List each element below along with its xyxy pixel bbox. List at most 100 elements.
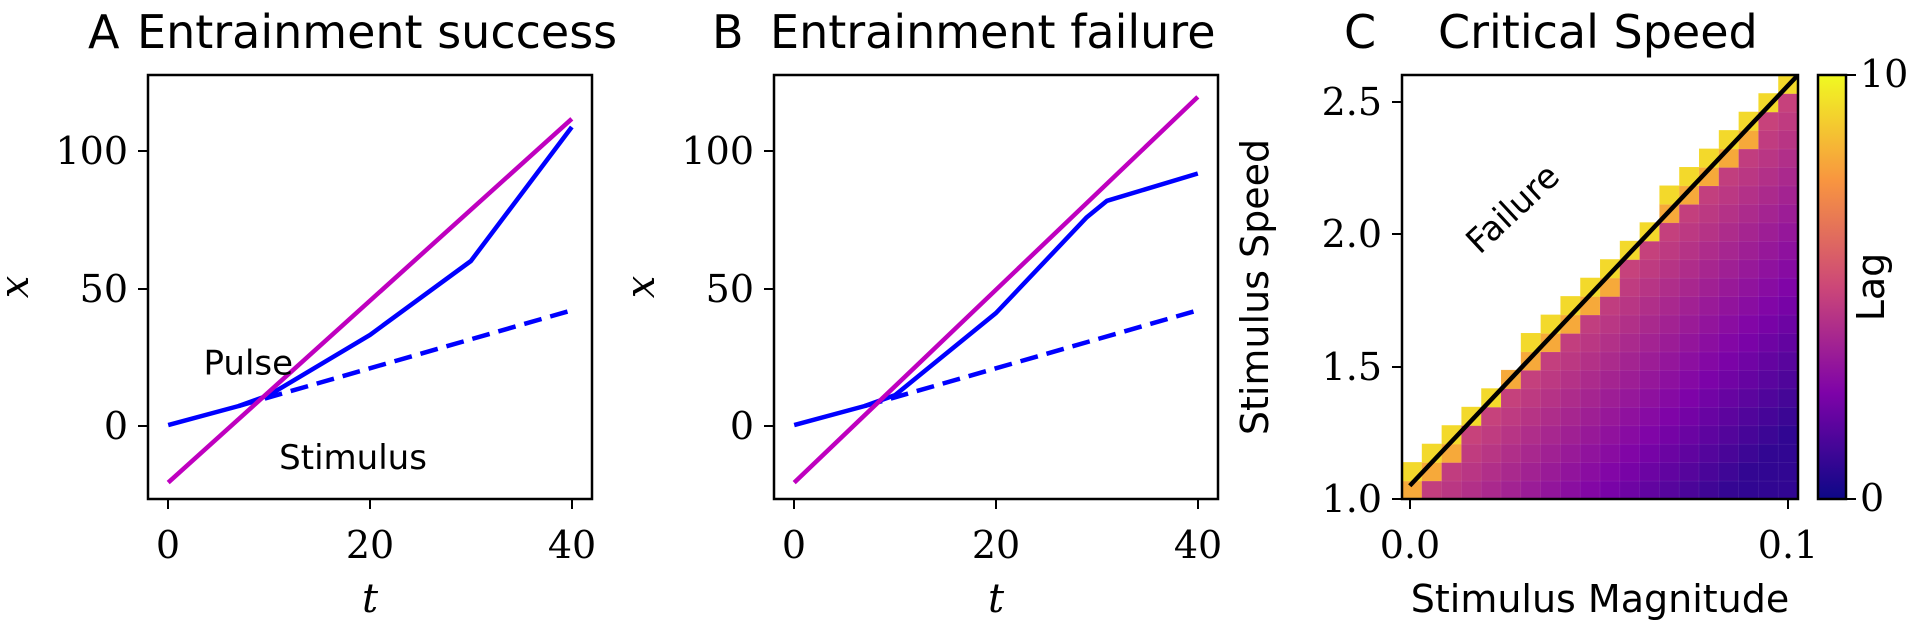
heatmap-cell (1599, 480, 1621, 499)
heatmap-cell (1718, 424, 1740, 445)
heatmap-cell (1599, 443, 1621, 464)
heatmap-cell (1738, 240, 1760, 261)
heatmap-cell (1639, 424, 1661, 445)
heatmap-cell (1599, 406, 1621, 427)
heatmap-cell (1619, 332, 1641, 353)
panel-a-annotation-1: Stimulus (279, 438, 427, 478)
heatmap-cell (1678, 351, 1700, 371)
heatmap-cell (1678, 461, 1700, 482)
colorbar-tick-label-max: 10 (1860, 52, 1908, 96)
heatmap-cell (1698, 387, 1720, 408)
heatmap-cell (1461, 443, 1483, 464)
colorbar-gradient (1818, 75, 1846, 499)
heatmap-cell (1659, 258, 1681, 279)
heatmap-cell (1738, 424, 1760, 445)
heatmap-cell (1560, 332, 1582, 353)
heatmap-cell (1579, 387, 1601, 408)
heatmap-cell (1520, 387, 1542, 408)
panel-b-xlabel: t (988, 576, 1005, 622)
heatmap-cell (1718, 480, 1740, 499)
heatmap-cell (1678, 406, 1700, 427)
heatmap-cell (1758, 203, 1780, 224)
heatmap-cell (1659, 387, 1681, 408)
heatmap-cell (1560, 369, 1582, 390)
panel-c-annotation-0: Failure (1459, 156, 1568, 262)
heatmap-cell (1777, 203, 1798, 224)
heatmap-cell (1718, 369, 1740, 390)
panel-c: C Critical Speed Failure 0.0 0.1 1.0 1.5… (1233, 5, 1908, 621)
heatmap-cell (1480, 480, 1502, 499)
heatmap-cell (1698, 406, 1720, 427)
heatmap-cell (1619, 480, 1641, 499)
colorbar-frame (1816, 73, 1848, 501)
heatmap-cell (1718, 203, 1740, 224)
heatmap-cell (1560, 351, 1582, 371)
heatmap-cell (1777, 166, 1798, 187)
heatmap-cell (1520, 406, 1542, 427)
heatmap-cell (1500, 461, 1522, 482)
heatmap-cell (1619, 369, 1641, 390)
panel-b-xtick-label-2: 40 (1174, 523, 1222, 567)
heatmap-cell (1599, 332, 1621, 353)
heatmap-cell (1738, 258, 1760, 279)
heatmap-cell (1659, 369, 1681, 390)
heatmap-cell (1639, 443, 1661, 464)
panel-b-series-1-dashed (864, 308, 1199, 409)
heatmap-cell (1718, 258, 1740, 279)
heatmap-cell (1738, 443, 1760, 464)
panel-b-xtick-label-0: 0 (782, 523, 806, 567)
heatmap-cell (1777, 387, 1798, 408)
heatmap-cell (1738, 185, 1760, 205)
heatmap-cell (1698, 277, 1720, 298)
panel-a-xtick-label-1: 20 (346, 523, 394, 567)
heatmap-cell (1599, 387, 1621, 408)
heatmap-cell (1758, 240, 1780, 261)
heatmap-cell (1579, 443, 1601, 464)
panel-a-ytick-label-2: 100 (55, 129, 128, 173)
heatmap-cell (1659, 461, 1681, 482)
panel-a-letter: A (88, 5, 120, 59)
heatmap-cell (1441, 461, 1463, 482)
heatmap-cell (1599, 314, 1621, 334)
heatmap-cell (1698, 424, 1720, 445)
heatmap-cell (1639, 480, 1661, 499)
heatmap-cell (1540, 387, 1562, 408)
heatmap-cell (1698, 443, 1720, 464)
heatmap-cell (1758, 148, 1780, 168)
heatmap-cell (1758, 387, 1780, 408)
heatmap-cell (1738, 277, 1760, 298)
heatmap-cell (1758, 222, 1780, 242)
heatmap-cell (1639, 314, 1661, 334)
heatmap-cell (1718, 314, 1740, 334)
heatmap-cell (1738, 148, 1760, 168)
heatmap-cell (1639, 258, 1661, 279)
panel-b-series-2 (792, 95, 1200, 485)
heatmap-cell (1659, 295, 1681, 316)
heatmap-cell (1500, 443, 1522, 464)
heatmap-cell (1777, 443, 1798, 464)
heatmap-cell (1540, 424, 1562, 445)
panel-a-frame (146, 73, 594, 501)
heatmap-cell (1718, 443, 1740, 464)
heatmap-cell (1777, 258, 1798, 279)
heatmap-cell (1579, 369, 1601, 390)
panel-b: B Entrainment failure 0 20 40 0 50 100 t… (618, 5, 1222, 622)
heatmap-cell (1777, 185, 1798, 205)
heatmap-cell (1777, 424, 1798, 445)
panel-c-frame (1400, 73, 1800, 501)
heatmap-cell (1461, 461, 1483, 482)
panel-b-x-ticks: 0 20 40 (782, 499, 1222, 567)
heatmap-cell (1718, 166, 1740, 187)
heatmap-cell (1777, 240, 1798, 261)
heatmap-cell (1678, 424, 1700, 445)
panel-c-x-ticks: 0.0 0.1 (1380, 499, 1818, 567)
heatmap-cell (1758, 295, 1780, 316)
panel-a-xtick-label-2: 40 (548, 523, 596, 567)
heatmap-cell (1758, 129, 1780, 150)
heatmap-cell (1639, 295, 1661, 316)
heatmap-cell (1698, 295, 1720, 316)
panel-c-ytick-label-3: 2.5 (1322, 80, 1382, 124)
panel-a-ytick-label-1: 50 (80, 267, 128, 311)
heatmap-cell (1659, 406, 1681, 427)
heatmap-cell (1758, 332, 1780, 353)
